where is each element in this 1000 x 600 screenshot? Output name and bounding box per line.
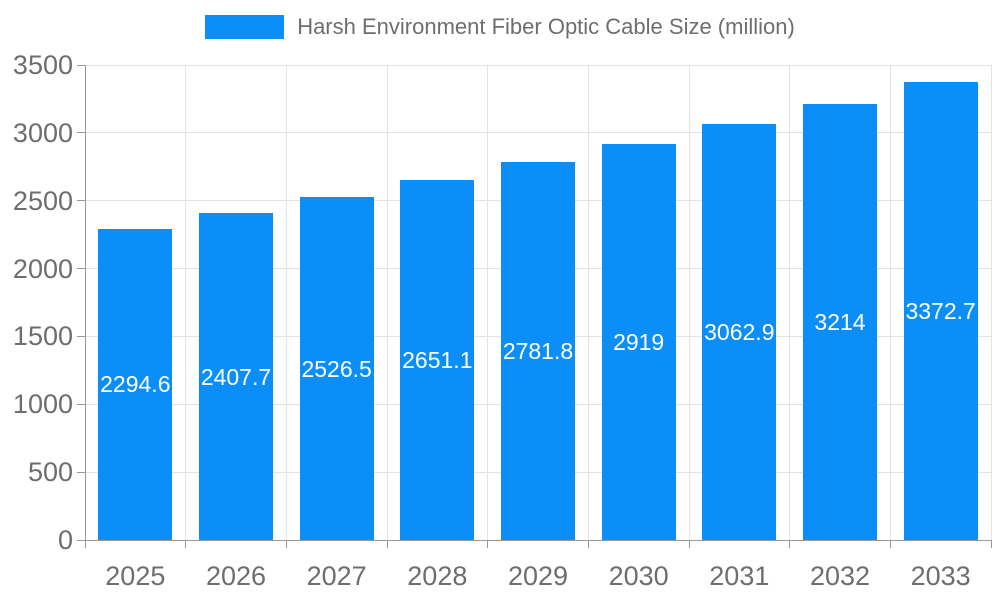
gridline-vertical	[889, 65, 891, 540]
bar-2029[interactable]	[501, 162, 575, 540]
x-axis-label: 2030	[608, 561, 669, 591]
x-axis-label: 2029	[507, 561, 569, 591]
bar-2026[interactable]	[199, 213, 273, 540]
y-axis-label: 2500	[12, 185, 73, 216]
bar-2030[interactable]	[601, 143, 676, 540]
legend-label: Harsh Environment Fiber Optic Cable Size…	[297, 14, 795, 39]
bar-2033[interactable]	[903, 82, 978, 540]
bar-2028[interactable]	[400, 180, 475, 540]
x-axis-label: 2028	[407, 561, 468, 591]
x-axis-label: 2031	[709, 561, 770, 591]
bar-2027[interactable]	[299, 197, 374, 540]
x-axis-tick	[285, 540, 287, 548]
y-axis-tick	[77, 335, 85, 337]
y-axis-line	[84, 65, 86, 548]
x-axis-tick	[185, 540, 187, 548]
x-axis-line	[85, 539, 991, 541]
y-axis-label: 1000	[12, 389, 73, 420]
gridline-vertical	[587, 65, 589, 540]
x-axis-label: 2033	[910, 561, 971, 591]
gridline-vertical	[688, 65, 690, 540]
x-axis-tick	[789, 540, 791, 548]
y-axis-label: 3000	[12, 117, 73, 148]
x-axis-tick	[587, 540, 589, 548]
x-axis-label: 2026	[205, 561, 267, 591]
y-axis-tick	[77, 64, 85, 66]
y-axis-tick	[77, 539, 85, 541]
legend-swatch	[205, 15, 285, 39]
y-axis-label: 1500	[12, 321, 73, 352]
gridline-vertical	[185, 65, 187, 540]
x-axis-tick	[889, 540, 891, 548]
bar-2032[interactable]	[803, 103, 877, 540]
x-axis-label: 2032	[809, 561, 871, 591]
y-axis-tick	[77, 132, 85, 134]
y-axis-tick	[77, 200, 85, 202]
bar-2025[interactable]	[98, 228, 173, 540]
y-axis-label: 3500	[12, 50, 73, 80]
y-axis-tick	[77, 268, 85, 270]
x-axis-tick	[386, 540, 388, 548]
x-axis-tick	[688, 540, 690, 548]
gridline-horizontal	[85, 64, 991, 66]
gridline-vertical	[789, 65, 791, 540]
legend-item-series[interactable]: Harsh Environment Fiber Optic Cable Size…	[205, 14, 795, 40]
y-axis-label: 500	[27, 457, 73, 488]
y-axis-tick	[77, 403, 85, 405]
x-axis-tick	[487, 540, 489, 548]
y-axis-tick	[77, 471, 85, 473]
x-axis-label: 2027	[306, 561, 367, 591]
gridline-vertical	[990, 65, 992, 540]
gridline-vertical	[487, 65, 489, 540]
gridline-horizontal	[85, 132, 991, 134]
legend: Harsh Environment Fiber Optic Cable Size…	[0, 14, 1000, 40]
x-axis-label: 2025	[105, 561, 166, 591]
gridline-vertical	[285, 65, 287, 540]
y-axis-label: 2000	[12, 253, 73, 284]
x-axis-tick	[990, 540, 992, 548]
bar-2031[interactable]	[702, 124, 777, 540]
y-axis-label: 0	[57, 525, 73, 555]
gridline-vertical	[386, 65, 388, 540]
